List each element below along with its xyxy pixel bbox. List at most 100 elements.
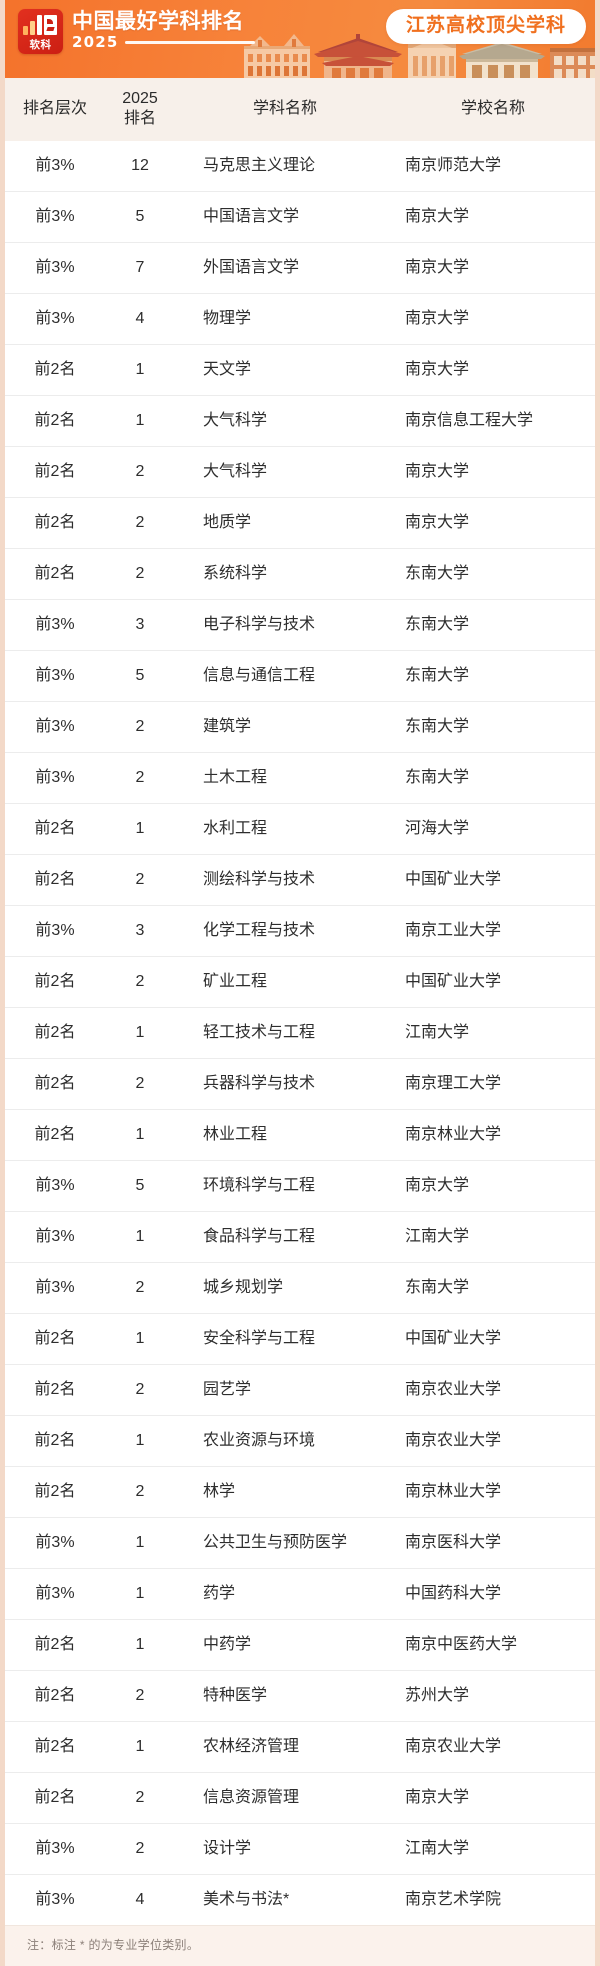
cell-tier: 前2名 [5,956,105,1008]
column-header-tier: 排名层次 [5,78,105,141]
cell-tier: 前2名 [5,1772,105,1824]
table-row: 前2名 1 中药学 南京中医药大学 [5,1619,595,1671]
cell-tier: 前3% [5,1874,105,1925]
cell-subject: 水利工程 [175,803,385,855]
table-row: 前2名 1 农林经济管理 南京农业大学 [5,1721,595,1773]
cell-school: 南京艺术学院 [385,1874,595,1925]
cell-rank: 3 [105,599,175,651]
table-row: 前3% 3 化学工程与技术 南京工业大学 [5,905,595,957]
page-title: 中国最好学科排名 [72,10,244,33]
cell-school: 南京师范大学 [385,141,595,192]
cell-rank: 4 [105,293,175,345]
cell-tier: 前2名 [5,1415,105,1467]
cell-rank: 12 [105,141,175,192]
cell-rank: 2 [105,1670,175,1722]
cell-tier: 前2名 [5,1670,105,1722]
table-row: 前3% 1 药学 中国药科大学 [5,1568,595,1620]
cell-rank: 2 [105,446,175,498]
table-row: 前3% 1 公共卫生与预防医学 南京医科大学 [5,1517,595,1569]
cell-subject: 信息资源管理 [175,1772,385,1824]
cell-school: 南京林业大学 [385,1109,595,1161]
cell-rank: 1 [105,1109,175,1161]
cell-rank: 4 [105,1874,175,1925]
cell-school: 中国矿业大学 [385,854,595,906]
cell-tier: 前2名 [5,548,105,600]
cell-rank: 2 [105,497,175,549]
column-header-subject: 学科名称 [175,78,385,141]
table-row: 前2名 1 农业资源与环境 南京农业大学 [5,1415,595,1467]
cell-school: 南京大学 [385,293,595,345]
table-row: 前3% 2 土木工程 东南大学 [5,752,595,804]
logo-bars-icon [23,15,58,35]
cell-tier: 前2名 [5,1007,105,1059]
cell-rank: 2 [105,1364,175,1416]
region-badge: 江苏高校顶尖学科 [385,9,586,44]
cell-rank: 2 [105,854,175,906]
cell-subject: 系统科学 [175,548,385,600]
cell-rank: 1 [105,1313,175,1365]
table-row: 前3% 4 物理学 南京大学 [5,293,595,345]
cell-rank: 2 [105,548,175,600]
table-row: 前3% 5 信息与通信工程 东南大学 [5,650,595,702]
cell-tier: 前3% [5,1160,105,1212]
cell-tier: 前2名 [5,1058,105,1110]
table-row: 前2名 2 矿业工程 中国矿业大学 [5,956,595,1008]
table-row: 前2名 2 特种医学 苏州大学 [5,1670,595,1722]
cell-rank: 1 [105,1211,175,1263]
table-row: 前2名 1 轻工技术与工程 江南大学 [5,1007,595,1059]
edition-year: 2025 [72,33,119,51]
table-body: 前3% 12 马克思主义理论 南京师范大学 前3% 5 中国语言文学 南京大学 前3% 7 外国语言… [5,141,595,1925]
cell-tier: 前2名 [5,803,105,855]
cell-rank: 5 [105,650,175,702]
table-row: 前2名 2 地质学 南京大学 [5,497,595,549]
cell-tier: 前3% [5,141,105,192]
cell-school: 东南大学 [385,599,595,651]
cell-subject: 测绘科学与技术 [175,854,385,906]
cell-tier: 前3% [5,1568,105,1620]
cell-school: 南京大学 [385,191,595,243]
cell-tier: 前2名 [5,1109,105,1161]
cell-rank: 2 [105,1262,175,1314]
cell-subject: 中国语言文学 [175,191,385,243]
cell-school: 东南大学 [385,650,595,702]
cell-subject: 设计学 [175,1823,385,1875]
cell-school: 中国矿业大学 [385,1313,595,1365]
cell-school: 南京大学 [385,344,595,396]
cell-tier: 前2名 [5,446,105,498]
cell-subject: 林业工程 [175,1109,385,1161]
shanghairanking-logo-icon: 软科 [18,9,63,54]
table-row: 前3% 12 马克思主义理论 南京师范大学 [5,141,595,192]
cell-tier: 前2名 [5,497,105,549]
cell-rank: 7 [105,242,175,294]
cell-tier: 前2名 [5,1619,105,1671]
cell-subject: 公共卫生与预防医学 [175,1517,385,1569]
cell-school: 河海大学 [385,803,595,855]
cell-rank: 1 [105,395,175,447]
table-row: 前2名 2 系统科学 东南大学 [5,548,595,600]
cell-school: 南京工业大学 [385,905,595,957]
cell-school: 南京大学 [385,497,595,549]
cell-school: 南京理工大学 [385,1058,595,1110]
cell-school: 南京农业大学 [385,1364,595,1416]
cell-subject: 外国语言文学 [175,242,385,294]
column-header-rank-word: 排名 [123,110,156,127]
cell-school: 南京中医药大学 [385,1619,595,1671]
cell-subject: 环境科学与工程 [175,1160,385,1212]
cell-rank: 2 [105,1466,175,1518]
cell-tier: 前2名 [5,854,105,906]
cell-rank: 1 [105,1517,175,1569]
cell-rank: 5 [105,191,175,243]
top-disciplines-table: 排名层次 2025 排名 学科名称 学校名称 前3% 12 马克思主义理论 南京师范大… [5,78,595,1925]
cell-subject: 兵器科学与技术 [175,1058,385,1110]
cell-tier: 前2名 [5,1313,105,1365]
cell-subject: 大气科学 [175,446,385,498]
cell-school: 南京信息工程大学 [385,395,595,447]
cell-subject: 电子科学与技术 [175,599,385,651]
cell-rank: 2 [105,752,175,804]
cell-subject: 矿业工程 [175,956,385,1008]
logo-label: 软科 [29,39,52,51]
table-row: 前2名 2 测绘科学与技术 中国矿业大学 [5,854,595,906]
table-row: 前3% 5 中国语言文学 南京大学 [5,191,595,243]
cell-rank: 2 [105,1772,175,1824]
cell-school: 南京大学 [385,1772,595,1824]
